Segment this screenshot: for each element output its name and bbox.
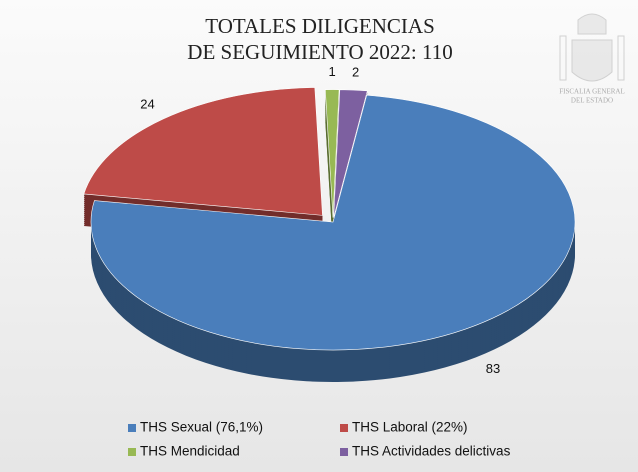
data-label: 83 [486, 361, 500, 376]
data-label: 2 [352, 65, 359, 80]
logo-text: FISCALIA GENERAL [559, 88, 625, 96]
legend-label: THS Mendicidad [140, 444, 240, 459]
legend-label: THS Laboral (22%) [352, 420, 468, 435]
pie-slice [333, 89, 368, 218]
chart-title: DE SEGUIMIENTO 2022: 110 [187, 40, 452, 64]
pie-slice [83, 87, 323, 216]
pie-slice [324, 89, 340, 218]
pie-slice [90, 94, 576, 351]
logo [559, 13, 625, 82]
legend-swatch [340, 424, 348, 432]
data-label: 1 [329, 64, 336, 79]
logo-text: DEL ESTADO [571, 97, 613, 105]
legend-label: THS Sexual (76,1%) [140, 420, 263, 435]
legend-swatch [340, 448, 348, 456]
data-label: 24 [140, 97, 154, 112]
legend-label: THS Actividades delictivas [352, 444, 511, 459]
chart-title: TOTALES DILIGENCIAS [205, 14, 435, 38]
legend-swatch [128, 424, 136, 432]
legend-swatch [128, 448, 136, 456]
